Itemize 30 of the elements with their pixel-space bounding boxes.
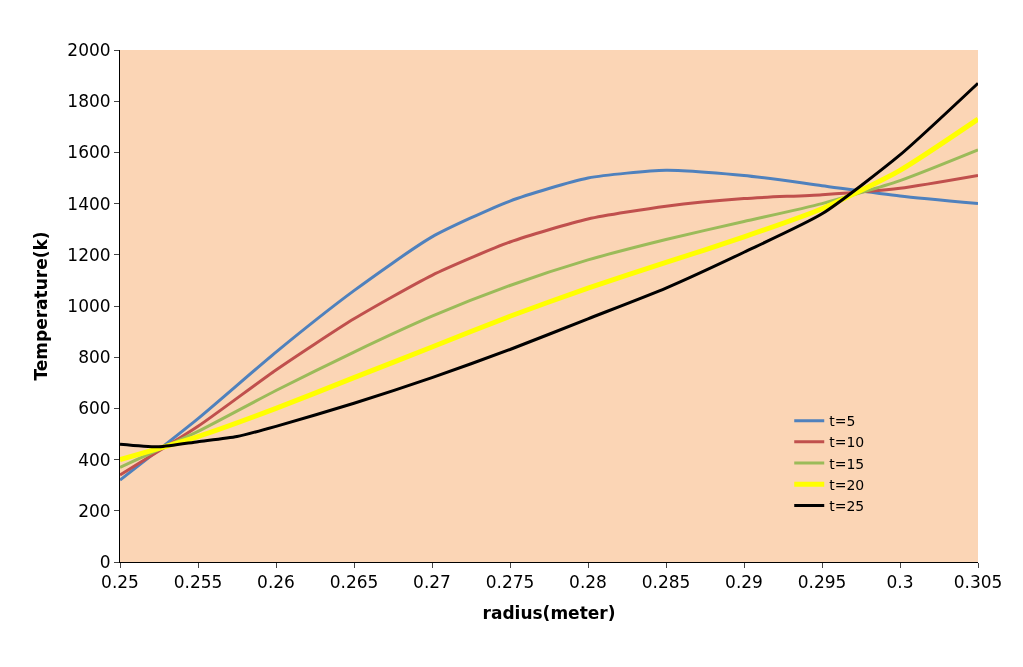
x-tick-label: 0.285 [641,572,691,593]
y-tick-label: 2000 [67,39,111,60]
legend-label: t=5 [829,413,856,430]
x-tick-label: 0.3 [886,572,914,593]
y-tick-label: 1200 [67,244,111,265]
y-tick-label: 1400 [67,193,111,214]
legend-label: t=15 [829,455,865,472]
x-tick-label: 0.305 [953,572,1003,593]
y-tick-label: 1000 [67,295,111,316]
x-tick-label: 0.26 [257,572,295,593]
y-tick-label: 1600 [67,142,111,163]
x-axis-title: radius(meter) [482,602,616,623]
x-tick-label: 0.275 [485,572,535,593]
x-tick-label: 0.255 [173,572,223,593]
x-tick-label: 0.295 [797,572,847,593]
x-tick-label: 0.28 [569,572,607,593]
x-tick-label: 0.27 [413,572,451,593]
y-tick-label: 600 [78,398,111,419]
y-tick-label: 400 [78,449,111,470]
y-tick-label: 200 [78,500,111,521]
x-tick-label: 0.29 [725,572,763,593]
x-tick-label: 0.25 [101,572,139,593]
y-axis-title: Temperature(k) [30,231,51,381]
y-tick-label: 0 [99,551,111,572]
y-tick-label: 1800 [67,91,111,112]
x-tick-label: 0.265 [329,572,379,593]
legend-label: t=20 [829,476,865,493]
legend-label: t=10 [829,434,865,451]
legend-label: t=25 [829,497,865,514]
y-tick-label: 800 [78,347,111,368]
